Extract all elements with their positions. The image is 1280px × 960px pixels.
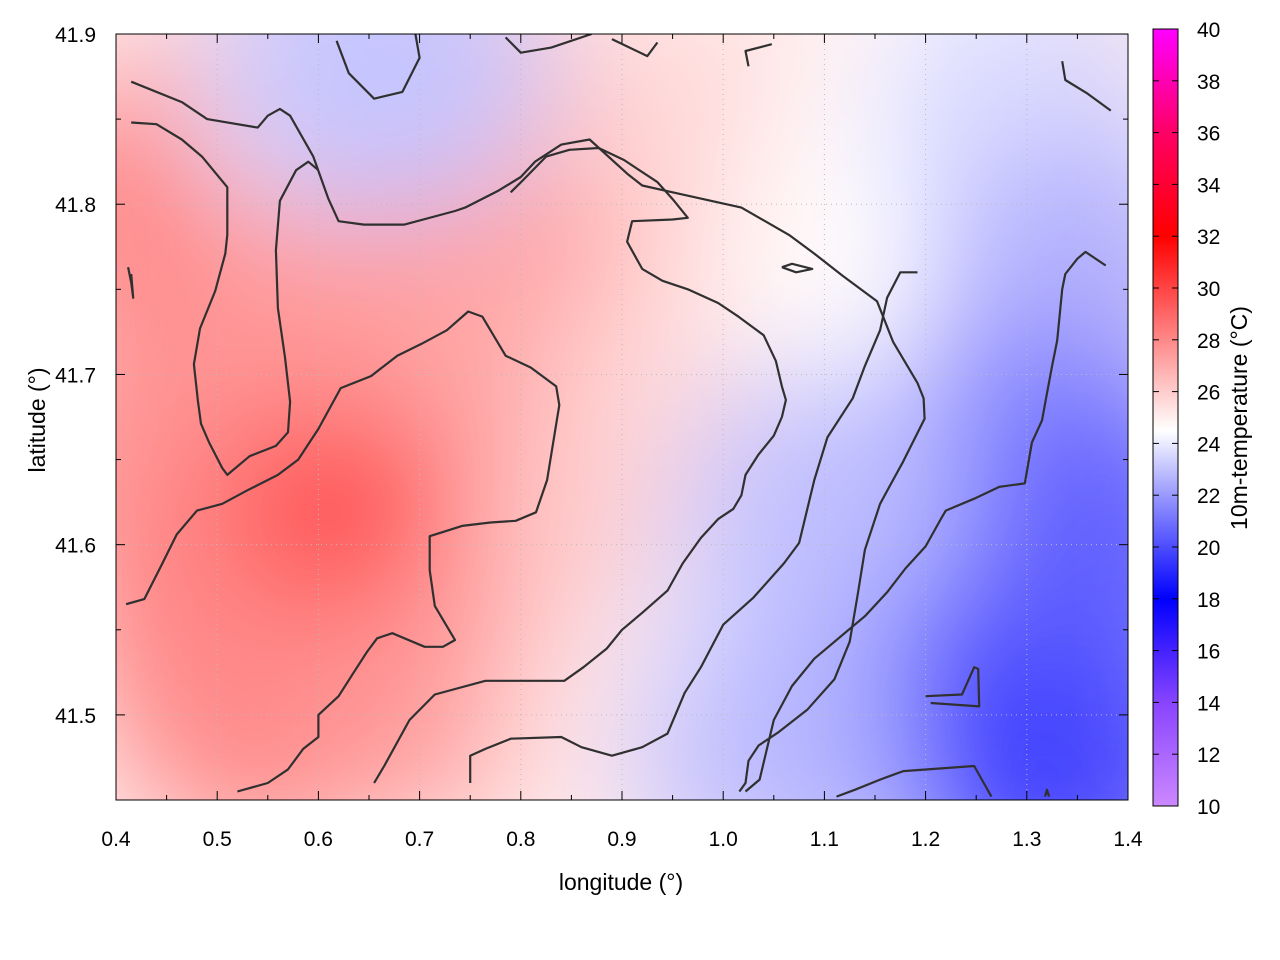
temperature-sample <box>623 616 924 800</box>
y-tick-label: 41.8 <box>55 194 96 217</box>
y-tick-label: 41.6 <box>55 535 96 558</box>
contour-line <box>127 266 135 299</box>
x-tick-labels: 0.4 0.5 0.6 0.7 0.8 0.9 1.0 1.1 1.2 1.3 1.4 <box>101 828 1143 851</box>
x-tick-label: 0.7 <box>405 828 434 851</box>
colorbar-tick-label: 12 <box>1197 744 1220 767</box>
colorbar-tick-label: 10 <box>1197 796 1220 819</box>
x-tick-label: 1.3 <box>1012 828 1041 851</box>
colorbar-tick-label: 16 <box>1197 641 1220 664</box>
colorbar-tick-label: 34 <box>1197 174 1221 197</box>
contour-line <box>744 250 1107 793</box>
contour-line <box>1043 788 1051 797</box>
colorbar-label: 10m-temperature (°C) <box>1226 306 1252 530</box>
contour-line <box>611 38 659 58</box>
x-tick-label: 0.5 <box>203 828 232 851</box>
colorbar-tick-label: 28 <box>1197 330 1220 353</box>
x-tick-label: 1.2 <box>911 828 940 851</box>
x-tick-label: 1.4 <box>1113 828 1143 851</box>
axis-ticks <box>115 33 1129 801</box>
colorbar-tick-label: 22 <box>1197 485 1220 508</box>
colorbar-tick-label: 14 <box>1197 692 1221 715</box>
colorbar-ticks: 10 12 14 16 18 20 22 24 26 28 30 32 34 36 38 40 <box>1153 19 1221 819</box>
heatmap-field <box>116 34 1128 800</box>
contour-line <box>836 764 993 798</box>
colorbar-tick-label: 40 <box>1197 19 1220 42</box>
contour-line <box>744 43 773 67</box>
contour-line <box>131 121 320 476</box>
colorbar-gradient <box>1152 28 1179 807</box>
colorbar-tick-label: 32 <box>1197 226 1220 249</box>
x-tick-label: 1.1 <box>810 828 839 851</box>
contour-line <box>504 34 592 54</box>
colorbar: 10 12 14 16 18 20 22 24 26 28 30 32 34 36 38 40 10m-tem… <box>1152 19 1252 819</box>
contour-line <box>335 34 421 100</box>
y-tick-label: 41.7 <box>55 364 96 387</box>
temperature-sample <box>957 394 1128 695</box>
contour-line <box>781 262 814 274</box>
plot-area <box>115 33 1129 801</box>
contour-line <box>469 271 918 783</box>
colorbar-tick-label: 26 <box>1197 382 1220 405</box>
y-tick-label: 41.9 <box>55 24 96 47</box>
contour-line <box>125 310 561 793</box>
temperature-sample <box>249 34 550 218</box>
colorbar-tick-label: 24 <box>1197 433 1221 456</box>
x-tick-label: 0.6 <box>304 828 333 851</box>
x-tick-label: 0.8 <box>506 828 535 851</box>
contour-line <box>1061 61 1112 112</box>
contour-layer <box>125 34 1112 798</box>
contour-line <box>925 666 981 708</box>
temperature-sample <box>674 360 975 661</box>
x-tick-label: 1.0 <box>709 828 738 851</box>
y-tick-label: 41.5 <box>55 705 96 728</box>
x-tick-label: 0.9 <box>607 828 636 851</box>
colorbar-tick-label: 18 <box>1197 589 1220 612</box>
colorbar-tick-label: 38 <box>1197 71 1220 94</box>
colorbar-tick-label: 36 <box>1197 123 1220 146</box>
x-tick-label: 0.4 <box>101 828 131 851</box>
contour-line <box>130 80 926 793</box>
contour-line <box>373 146 788 784</box>
colorbar-tick-label: 30 <box>1197 278 1220 301</box>
y-axis-label: latitude (°) <box>24 367 50 472</box>
y-tick-labels: 41.5 41.6 41.7 41.8 41.9 <box>55 24 96 728</box>
colorbar-tick-label: 20 <box>1197 537 1220 560</box>
grid <box>116 34 1128 800</box>
x-axis-label: longitude (°) <box>559 869 683 895</box>
